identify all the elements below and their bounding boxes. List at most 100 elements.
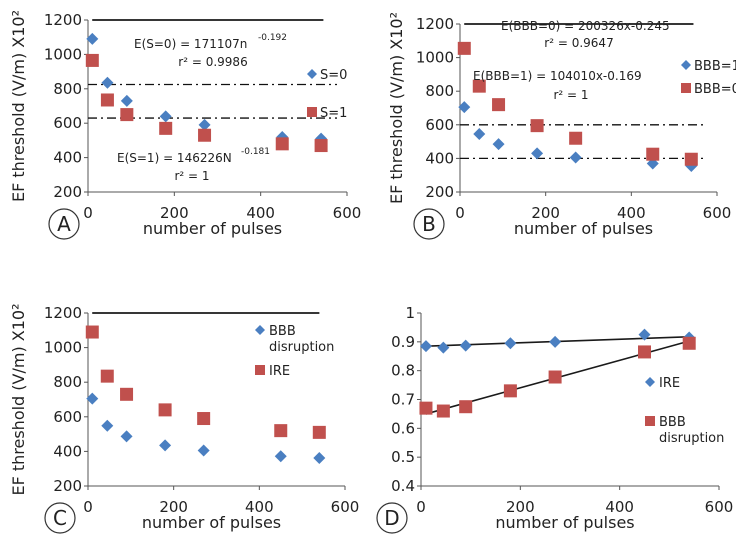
- data-point-diamond: [197, 444, 210, 457]
- data-point-square: [159, 121, 173, 135]
- data-point-square: [100, 93, 114, 107]
- x-tick-label: 600: [705, 498, 734, 516]
- legend-label: BBB: [269, 324, 296, 339]
- y-tick-label: 0.9: [391, 333, 415, 351]
- x-tick-label: 400: [605, 498, 634, 516]
- panel-letter-circle: [48, 208, 80, 240]
- legend-label: IRE: [659, 376, 680, 391]
- data-point-square: [274, 424, 288, 438]
- y-tick-label: 600: [53, 408, 82, 426]
- y-tick-label: 1200: [44, 304, 82, 322]
- data-point-diamond: [274, 450, 287, 463]
- series-0: [419, 328, 696, 354]
- y-tick-label: 400: [53, 149, 82, 167]
- y-tick-label: 0.5: [391, 448, 415, 466]
- data-point-square: [100, 369, 114, 383]
- data-point-square: [492, 98, 506, 112]
- panel-d: 0.4 0.5 0.6 0.7 0.8 0.9 1 0 200 400 600 number of p…: [376, 304, 734, 534]
- data-point-square: [503, 384, 517, 398]
- legend-label: S=0: [320, 68, 347, 83]
- y-tick-label: 600: [425, 116, 454, 134]
- y-tick-label: 1: [405, 304, 415, 322]
- data-point-square: [472, 79, 486, 93]
- legend-label: disruption: [269, 340, 334, 355]
- y-tick-label: 0.7: [391, 391, 415, 409]
- equation-annotation: E(BBB=1) = 104010x-0.169: [473, 69, 642, 83]
- y-tick-label: 400: [53, 442, 82, 460]
- y-tick-label: 200: [425, 183, 454, 201]
- x-tick-label: 400: [246, 204, 275, 222]
- panel-letter: D: [384, 506, 399, 530]
- x-tick-label: 200: [159, 498, 188, 516]
- data-point-square: [436, 404, 450, 418]
- legend-label: IRE: [269, 364, 290, 379]
- y-tick-label: 600: [53, 114, 82, 132]
- y-tick-label: 1000: [44, 45, 82, 63]
- x-tick-label: 600: [703, 204, 732, 222]
- series-1: [419, 336, 696, 418]
- y-tick-label: 800: [425, 82, 454, 100]
- data-point-diamond: [473, 128, 486, 141]
- data-point-diamond: [459, 339, 472, 352]
- series-0: [86, 392, 326, 464]
- data-point-square: [120, 108, 134, 122]
- data-point-diamond: [120, 430, 133, 443]
- y-tick-label: 200: [53, 477, 82, 495]
- legend-label: disruption: [659, 431, 724, 446]
- data-point-diamond: [531, 147, 544, 160]
- y-tick-label: 800: [53, 80, 82, 98]
- legend-marker: [307, 107, 317, 117]
- y-tick-label: 800: [53, 373, 82, 391]
- panel-letter-circle: [376, 502, 408, 534]
- series-1: [85, 325, 326, 439]
- y-tick-label: 1000: [44, 339, 82, 357]
- data-point-square: [85, 53, 99, 67]
- data-point-diamond: [159, 110, 172, 123]
- data-point-square: [275, 137, 289, 151]
- y-tick-label: 1200: [44, 11, 82, 29]
- series-1: [457, 41, 698, 166]
- y-tick-label: 1000: [416, 49, 454, 67]
- legend-label: BBB=0: [694, 82, 736, 97]
- x-axis-title: number of pulses: [495, 513, 634, 532]
- data-point-diamond: [504, 337, 517, 350]
- data-point-square: [158, 403, 172, 417]
- equation-annotation: r² = 0.9647: [544, 36, 613, 50]
- data-point-diamond: [569, 151, 582, 164]
- x-tick-label: 400: [617, 204, 646, 222]
- legend-marker: [255, 365, 265, 375]
- data-point-diamond: [492, 138, 505, 151]
- panel-letter-circle: [44, 502, 76, 534]
- equation-annotation: r² = 0.9986: [178, 55, 247, 69]
- data-point-diamond: [458, 101, 471, 114]
- x-tick-label: 0: [455, 204, 465, 222]
- data-point-diamond: [86, 392, 99, 405]
- data-point-diamond: [638, 328, 651, 341]
- equation-annotation: E(S=1) = 146226N: [117, 151, 232, 165]
- legend-label: BBB: [659, 415, 686, 430]
- data-point-square: [459, 400, 473, 414]
- x-axis-title: number of pulses: [142, 513, 281, 532]
- legend-marker: [681, 60, 691, 70]
- data-point-square: [548, 370, 562, 384]
- x-tick-label: 600: [331, 498, 360, 516]
- data-point-diamond: [549, 335, 562, 348]
- y-axis-title: EF threshold (V/m) X10²: [387, 12, 406, 204]
- data-point-diamond: [313, 451, 326, 464]
- x-tick-label: 400: [245, 498, 274, 516]
- panel-letter: C: [53, 506, 67, 530]
- data-point-square: [85, 325, 99, 339]
- x-tick-label: 0: [83, 204, 93, 222]
- x-tick-label: 200: [160, 204, 189, 222]
- equation-annotation: -0.192: [258, 33, 287, 43]
- data-point-diamond: [86, 32, 99, 45]
- y-tick-label: 200: [53, 183, 82, 201]
- data-point-square: [197, 412, 211, 426]
- legend-marker: [307, 69, 317, 79]
- data-point-square: [638, 345, 651, 359]
- data-point-diamond: [101, 76, 114, 89]
- x-tick-label: 200: [531, 204, 560, 222]
- x-tick-label: 600: [333, 204, 362, 222]
